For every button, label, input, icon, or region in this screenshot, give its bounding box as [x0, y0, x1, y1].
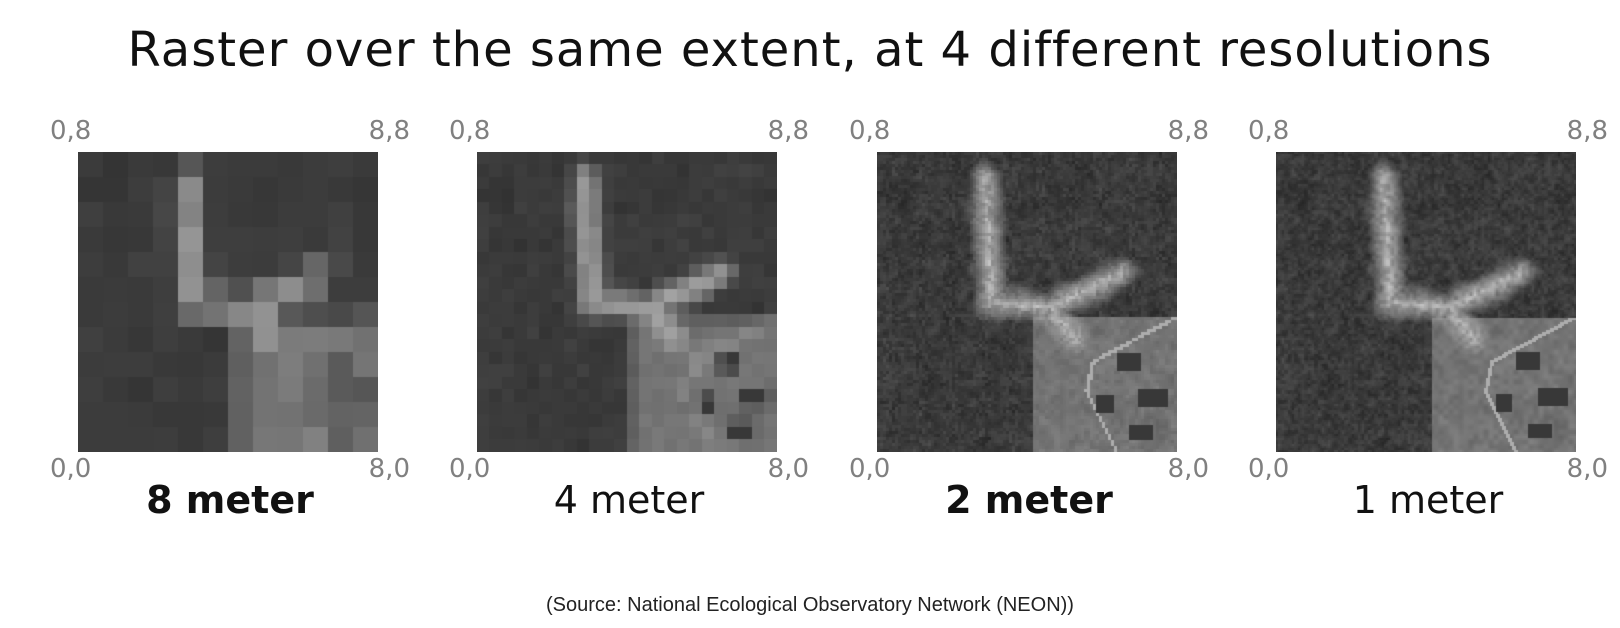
figure-title: Raster over the same extent, at 4 differ…	[127, 22, 1493, 78]
corner-label-top-right: 8,8	[1167, 116, 1209, 146]
corner-label-top-right: 8,8	[767, 116, 809, 146]
raster-image-4m	[477, 152, 777, 452]
corner-label-top-left: 0,8	[449, 116, 491, 146]
corner-label-bottom-right: 8,0	[368, 454, 410, 484]
raster-image-2m	[877, 152, 1177, 452]
raster-panel-8m: 0,8 8,8 0,0 8,0 8 meter	[50, 112, 410, 532]
raster-image-1m	[1276, 152, 1576, 452]
raster-image-8m	[78, 152, 378, 452]
source-caption: (Source: National Ecological Observatory…	[546, 594, 1074, 616]
raster-panel-2m: 0,8 8,8 0,0 8,0 2 meter	[849, 112, 1209, 532]
resolution-label-1m: 1 meter	[1352, 478, 1504, 522]
corner-label-top-right: 8,8	[1566, 116, 1608, 146]
raster-panel-1m: 0,8 8,8 0,0 8,0 1 meter	[1248, 112, 1608, 532]
resolution-label-2m: 2 meter	[945, 478, 1113, 522]
corner-label-bottom-right: 8,0	[1566, 454, 1608, 484]
raster-panel-4m: 0,8 8,8 0,0 8,0 4 meter	[449, 112, 809, 532]
corner-label-bottom-left: 0,0	[50, 454, 92, 484]
corner-label-top-left: 0,8	[849, 116, 891, 146]
resolution-label-8m: 8 meter	[146, 478, 314, 522]
corner-label-bottom-right: 8,0	[767, 454, 809, 484]
corner-label-bottom-right: 8,0	[1167, 454, 1209, 484]
resolution-label-4m: 4 meter	[553, 478, 705, 522]
corner-label-bottom-left: 0,0	[449, 454, 491, 484]
corner-label-top-left: 0,8	[50, 116, 92, 146]
corner-label-bottom-left: 0,0	[1248, 454, 1290, 484]
corner-label-top-right: 8,8	[368, 116, 410, 146]
corner-label-bottom-left: 0,0	[849, 454, 891, 484]
corner-label-top-left: 0,8	[1248, 116, 1290, 146]
